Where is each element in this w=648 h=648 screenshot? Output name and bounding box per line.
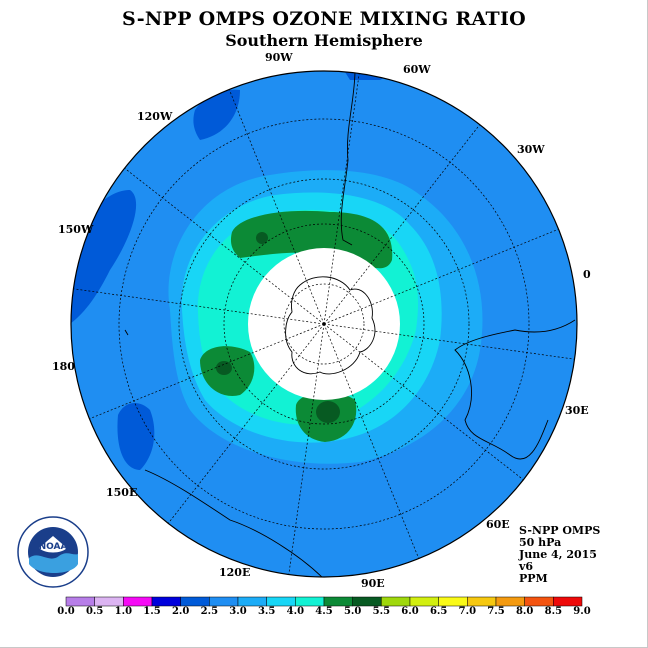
south-pole-marker	[322, 322, 326, 326]
meridian-line	[399, 334, 575, 360]
meridian-line	[352, 394, 420, 559]
colorbar-cell	[295, 596, 325, 607]
colorbar-cell	[467, 596, 497, 607]
meridian-line	[276, 323, 325, 385]
colorbar-tick-label: 6.5	[429, 606, 448, 617]
map-title: S-NPP OMPS OZONE MIXING RATIO	[121, 8, 527, 30]
map-boundary	[70, 70, 578, 578]
meridian-line	[253, 323, 325, 353]
colorbar-tick-label: 1.5	[143, 606, 161, 617]
lon-label-120e: 120E	[219, 566, 251, 579]
pressure-level-label: 50 hPa	[519, 536, 562, 549]
meridian-line	[323, 295, 395, 325]
colorbar-cell	[495, 596, 525, 607]
meridian-line	[248, 313, 325, 325]
colorbar-cell	[266, 596, 296, 607]
colorbar-cell	[381, 596, 411, 607]
colorbar-tick-label: 8.0	[515, 606, 534, 617]
ozone-field-2-0	[71, 190, 137, 330]
colorbar-cell	[553, 596, 583, 607]
lon-label-60e: 60E	[486, 518, 510, 531]
antarctica-coastline	[285, 276, 376, 375]
meridian-line	[228, 89, 296, 254]
meridian-line	[167, 383, 278, 524]
lon-label-60w: 60W	[403, 63, 431, 76]
meridian-line	[334, 73, 360, 249]
svg-text:NOAA: NOAA	[39, 542, 68, 552]
date-label: June 4, 2015	[519, 548, 597, 561]
colorbar-tick-label: 7.0	[458, 606, 477, 617]
colorbar-cell	[65, 596, 95, 607]
colorbar-tick-label: 6.0	[401, 606, 419, 617]
meridian-line	[288, 399, 314, 575]
meridian-line	[323, 263, 372, 325]
instrument-label: S-NPP OMPS	[519, 524, 601, 537]
colorbar-tick-label: 4.5	[315, 606, 333, 617]
colorbar-cell	[151, 596, 181, 607]
colorbar-cell	[180, 596, 210, 607]
ozone-field-2-0	[193, 89, 240, 140]
colorbar-cell	[123, 596, 153, 607]
meridian-line	[89, 352, 254, 420]
ozone-field-5-0	[256, 232, 268, 244]
ozone-field-2-0	[117, 403, 155, 470]
meridian-line	[313, 323, 325, 400]
meridian-line	[323, 323, 400, 335]
colorbar-cell	[323, 596, 353, 607]
lon-label-90e: 90E	[361, 577, 385, 590]
lon-label-30w: 30W	[517, 143, 545, 156]
colorbar-tick-label: 7.5	[487, 606, 505, 617]
map-subtitle: Southern Hemisphere	[225, 31, 423, 50]
colorbar-cell	[409, 596, 439, 607]
colorbar-tick-label: 5.0	[343, 606, 362, 617]
meridian-line	[323, 323, 385, 372]
colorbar-cell	[524, 596, 554, 607]
colorbar-tick-label: 8.5	[544, 606, 563, 617]
colorbar-tick-label: 3.5	[257, 606, 276, 617]
colorbar-tick-label: 2.0	[171, 606, 190, 617]
meridian-line	[295, 253, 325, 325]
meridian-line	[124, 167, 265, 278]
colorbar-tick-label: 0.0	[57, 606, 75, 617]
ozone-field-5-0	[216, 361, 232, 375]
units-label: PPM	[519, 572, 548, 585]
colorbar-cell	[352, 596, 382, 607]
lon-label-150e: 150E	[106, 486, 138, 499]
colorbar-cell	[209, 596, 239, 607]
meridian-line	[323, 323, 353, 395]
colorbar-tick-label: 3.0	[229, 606, 247, 617]
lon-label-150w: 150W	[58, 223, 94, 236]
lon-label-90w: 90W	[265, 51, 293, 64]
lon-label-0: 0	[583, 268, 591, 281]
colorbar-tick-label: 0.5	[85, 606, 104, 617]
colorbar-tick-label: 1.0	[114, 606, 133, 617]
colorbar-tick-label: 9.0	[573, 606, 591, 617]
version-label: v6	[519, 560, 534, 573]
meridian-line	[383, 370, 524, 481]
noaa-logo: NOAA	[17, 516, 89, 588]
colorbar-tick-label: 5.5	[372, 606, 391, 617]
meridian-line	[370, 124, 481, 265]
meridian-line	[263, 276, 325, 325]
colorbar-tick-label: 2.5	[200, 606, 219, 617]
lon-label-30e: 30E	[565, 404, 589, 417]
lon-label-120w: 120W	[137, 110, 173, 123]
lon-label-180: 180	[52, 360, 75, 373]
colorbar-cell	[237, 596, 267, 607]
colorbar-cell	[94, 596, 124, 607]
meridian-line	[73, 288, 249, 314]
colorbar-tick-label: 4.0	[286, 606, 305, 617]
plot-info-block: S-NPP OMPS 50 hPa June 4, 2015 v6 PPM	[519, 525, 600, 585]
colorbar-cell	[438, 596, 468, 607]
ozone-field-5-0	[316, 401, 340, 423]
meridian-line	[394, 228, 559, 296]
meridian-line	[323, 248, 335, 325]
